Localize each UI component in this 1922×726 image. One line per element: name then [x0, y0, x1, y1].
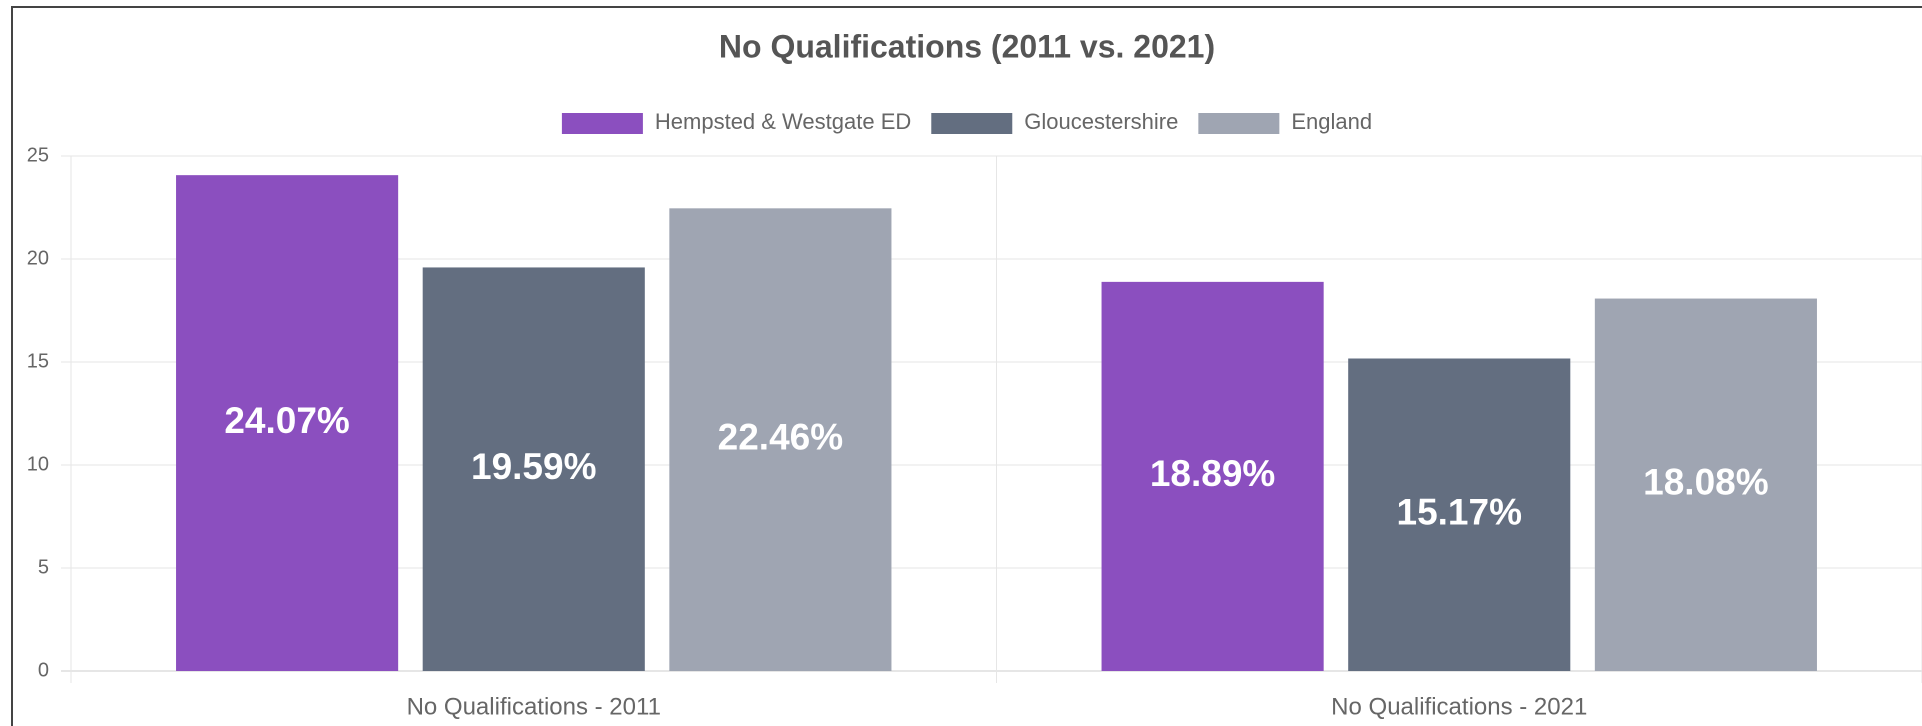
value-label: 18.08% — [1643, 462, 1769, 503]
x-tick-label: No Qualifications - 2011 — [407, 693, 661, 720]
legend-swatch — [561, 113, 643, 134]
y-tick-label: 5 — [38, 556, 49, 578]
value-label: 19.59% — [471, 446, 597, 487]
bar — [669, 208, 892, 671]
bar — [1348, 358, 1571, 671]
legend-swatch — [931, 113, 1013, 134]
legend-label: Gloucestershire — [1024, 109, 1178, 134]
legend-label: England — [1291, 109, 1372, 134]
legend-swatch — [1198, 113, 1280, 134]
y-tick-label: 20 — [27, 247, 49, 269]
bar — [1101, 281, 1324, 671]
x-tick-label: No Qualifications - 2021 — [1331, 693, 1587, 720]
y-tick-label: 0 — [38, 659, 49, 681]
y-tick-label: 25 — [27, 144, 49, 166]
value-label: 24.07% — [224, 400, 350, 441]
bar — [422, 267, 645, 671]
y-tick-label: 15 — [27, 350, 49, 372]
value-label: 18.89% — [1150, 453, 1276, 494]
value-label: 15.17% — [1397, 492, 1523, 533]
bar — [176, 175, 399, 671]
bar — [1594, 298, 1817, 671]
value-label: 22.46% — [718, 416, 844, 457]
chart-title: No Qualifications (2011 vs. 2021) — [719, 28, 1215, 64]
y-tick-label: 10 — [27, 453, 49, 475]
legend-label: Hempsted & Westgate ED — [655, 109, 911, 134]
